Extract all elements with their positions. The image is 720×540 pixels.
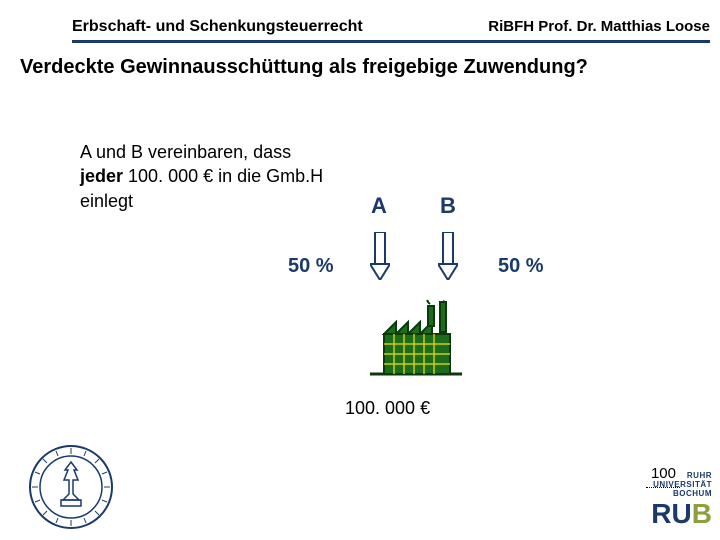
factory-icon: [370, 300, 462, 378]
subtitle: Verdeckte Gewinnausschüttung als freigeb…: [20, 56, 588, 79]
percent-right: 50 %: [498, 255, 544, 278]
rub-b: B: [692, 498, 712, 529]
party-a-label: A: [371, 193, 387, 219]
header-rule: [72, 40, 710, 43]
rub-logo: RUHR UNIVERSITÄT BOCHUM RUB: [651, 472, 712, 526]
arrow-b-down-icon: [438, 232, 458, 280]
party-b-label: B: [440, 193, 456, 219]
agreement-text: A und B vereinbaren, dass jeder 100. 000…: [80, 140, 360, 213]
header-left: Erbschaft- und Schenkungsteuerrecht: [72, 18, 363, 36]
rub-logo-big: RUB: [651, 501, 712, 526]
agreement-line1: A und B vereinbaren, dass: [80, 142, 291, 162]
rub-r: R: [651, 498, 671, 529]
agreement-line2-rest: 100. 000 € in die Gmb.H: [123, 166, 323, 186]
agreement-line3: einlegt: [80, 191, 133, 211]
agreement-bold: jeder: [80, 166, 123, 186]
arrow-a-down-icon: [370, 232, 390, 280]
amount-label: 100. 000 €: [345, 398, 430, 419]
university-seal-icon: [28, 444, 114, 530]
rub-u: U: [672, 498, 692, 529]
percent-left: 50 %: [288, 255, 334, 278]
header-right: RiBFH Prof. Dr. Matthias Loose: [488, 18, 710, 35]
header: Erbschaft- und Schenkungsteuerrecht RiBF…: [72, 18, 710, 36]
slide: Erbschaft- und Schenkungsteuerrecht RiBF…: [0, 0, 720, 540]
